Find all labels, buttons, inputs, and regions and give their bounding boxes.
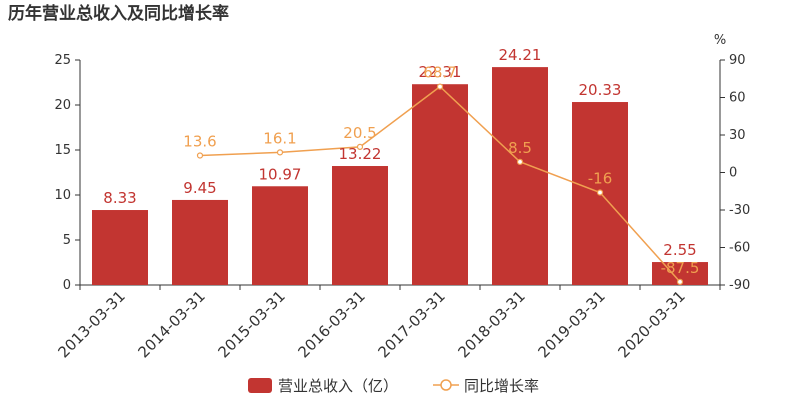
left-axis-tick-label: 25 [54,53,71,68]
bar-value-label: 24.21 [499,46,542,64]
x-axis-tick-label: 2019-03-31 [534,287,608,361]
growth-rate-value-label: 13.6 [183,133,216,151]
x-axis-tick-label: 2014-03-31 [134,287,208,361]
growth-rate-point [276,149,284,156]
growth-rate-value-label: 8.5 [508,139,532,157]
growth-rate-point [196,152,204,159]
bar [652,262,708,285]
bar-value-label: 22.31 [419,63,462,81]
x-axis-tick-label: 2018-03-31 [454,287,528,361]
bar [172,199,228,285]
growth-rate-point [676,278,684,285]
bar [332,166,388,285]
bar-value-label: 20.33 [579,81,622,99]
growth-rate-value-label: -87.5 [661,259,700,277]
left-axis-tick-label: 5 [63,233,71,248]
bar [412,84,468,286]
right-axis-tick-label: 30 [729,128,746,143]
growth-rate-point [436,83,444,90]
bar [492,67,548,285]
x-axis-tick-label: 2017-03-31 [374,287,448,361]
legend-line-label: 同比增长率 [464,377,539,395]
growth-rate-value-label: -16 [588,170,613,188]
right-axis-tick-label: -60 [729,241,750,256]
legend-bar-label: 营业总收入（亿） [278,377,398,395]
right-axis-tick-label: -30 [729,203,750,218]
left-axis-tick-label: 0 [63,278,71,293]
right-axis-tick-label: -90 [729,278,750,293]
x-axis-tick-label: 2013-03-31 [54,287,128,361]
bar-value-label: 10.97 [259,165,302,183]
legend-line-marker [440,379,452,391]
growth-rate-value-label: 16.1 [263,129,296,147]
legend-bar-swatch [248,378,272,393]
x-axis-tick-label: 2015-03-31 [214,287,288,361]
growth-rate-point [516,158,524,165]
left-axis-tick-label: 10 [54,188,71,203]
growth-rate-point [596,189,604,196]
x-axis-tick-label: 2020-03-31 [614,287,688,361]
bar-value-label: 8.33 [103,189,136,207]
left-axis-tick-label: 15 [54,143,71,158]
growth-rate-value-label: 20.5 [343,124,376,142]
growth-rate-point [356,143,364,150]
left-axis-tick-label: 20 [54,98,71,113]
growth-rate-value-label: 68.7 [423,64,456,82]
x-axis-tick-label: 2016-03-31 [294,287,368,361]
right-axis-tick-label: 0 [729,166,737,181]
right-axis-unit: % [714,33,726,48]
bar-value-label: 2.55 [663,241,696,259]
chart-title: 历年营业总收入及同比增长率 [8,3,229,24]
right-axis-tick-label: 60 [729,91,746,106]
bar [252,186,308,285]
bar [92,210,148,285]
bar-value-label: 9.45 [183,179,216,197]
legend: 营业总收入（亿） 同比增长率 [248,377,539,395]
right-axis-tick-label: 90 [729,53,746,68]
bar-value-label: 13.22 [339,145,382,163]
